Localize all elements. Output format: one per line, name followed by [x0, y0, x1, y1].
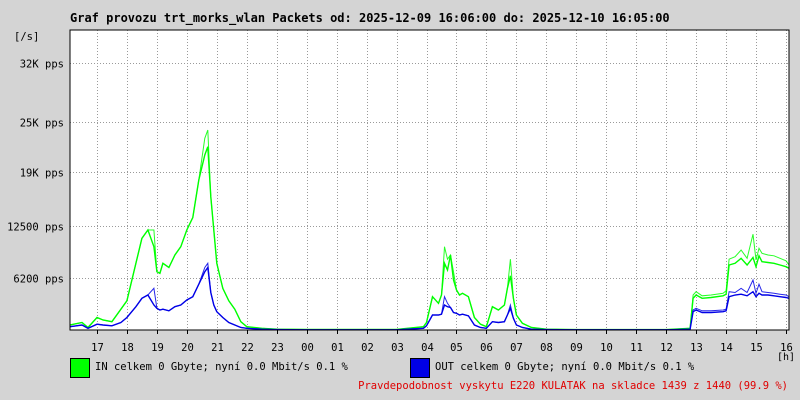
x-tick-label: 19: [151, 342, 164, 354]
legend-in-swatch: [70, 358, 90, 378]
x-tick-label: 22: [241, 342, 254, 354]
y-tick-label: 12500 pps: [7, 222, 64, 234]
series-in-line: [70, 146, 789, 330]
x-tick-label: 07: [510, 342, 523, 354]
x-tick-label: 11: [630, 342, 643, 354]
x-tick-label: 00: [301, 342, 314, 354]
legend-in-text: IN celkem 0 Gbyte; nyní 0.0 Mbit/s 0.1 %: [95, 361, 348, 373]
x-tick-label: 15: [750, 342, 763, 354]
x-tick-label: 21: [211, 342, 224, 354]
footer-note: Pravdepodobnost vyskytu E220 KULATAK na …: [358, 380, 788, 392]
y-axis-label: [/s]: [14, 31, 39, 43]
plot-area: [70, 30, 789, 330]
axis-labels: 6200 pps 12500 pps 19K pps 25K pps 32K pps [/…: [7, 31, 795, 363]
x-tick-label: 14: [720, 342, 733, 354]
legend-out-swatch: [410, 358, 430, 378]
x-tick-label: 20: [181, 342, 194, 354]
y-tick-label: 19K pps: [20, 168, 64, 180]
x-tick-label: 12: [660, 342, 673, 354]
x-tick-label: 17: [91, 342, 104, 354]
x-tick-label: 02: [361, 342, 374, 354]
x-axis-label: [h]: [777, 352, 795, 363]
x-tick-label: 13: [690, 342, 703, 354]
legend-out-text: OUT celkem 0 Gbyte; nyní 0.0 Mbit/s 0.1 …: [435, 361, 695, 373]
x-tick-label: 09: [570, 342, 583, 354]
y-tick-label: 25K pps: [20, 118, 64, 130]
x-tick-label: 23: [271, 342, 284, 354]
x-tick-label: 10: [600, 342, 613, 354]
legend-in: IN celkem 0 Gbyte; nyní 0.0 Mbit/s 0.1 %: [70, 358, 348, 378]
series-layer: [70, 129, 789, 330]
x-tick-label: 06: [480, 342, 493, 354]
y-tick-label: 32K pps: [20, 59, 64, 71]
x-tick-label: 05: [450, 342, 463, 354]
plot-frame: [69, 29, 790, 331]
y-tick-label: 6200 pps: [13, 274, 64, 286]
series-out-line: [70, 265, 789, 330]
x-tick-label: 04: [421, 342, 434, 354]
legend-out: OUT celkem 0 Gbyte; nyní 0.0 Mbit/s 0.1 …: [410, 358, 694, 378]
x-tick-label: 01: [331, 342, 344, 354]
x-tick-label: 16: [780, 342, 793, 354]
grid-lines: [70, 30, 789, 330]
chart-title: Graf provozu trt_morks_wlan Packets od: …: [70, 11, 670, 25]
x-tick-label: 08: [540, 342, 553, 354]
x-tick-label: 03: [391, 342, 404, 354]
x-tick-label: 18: [121, 342, 134, 354]
